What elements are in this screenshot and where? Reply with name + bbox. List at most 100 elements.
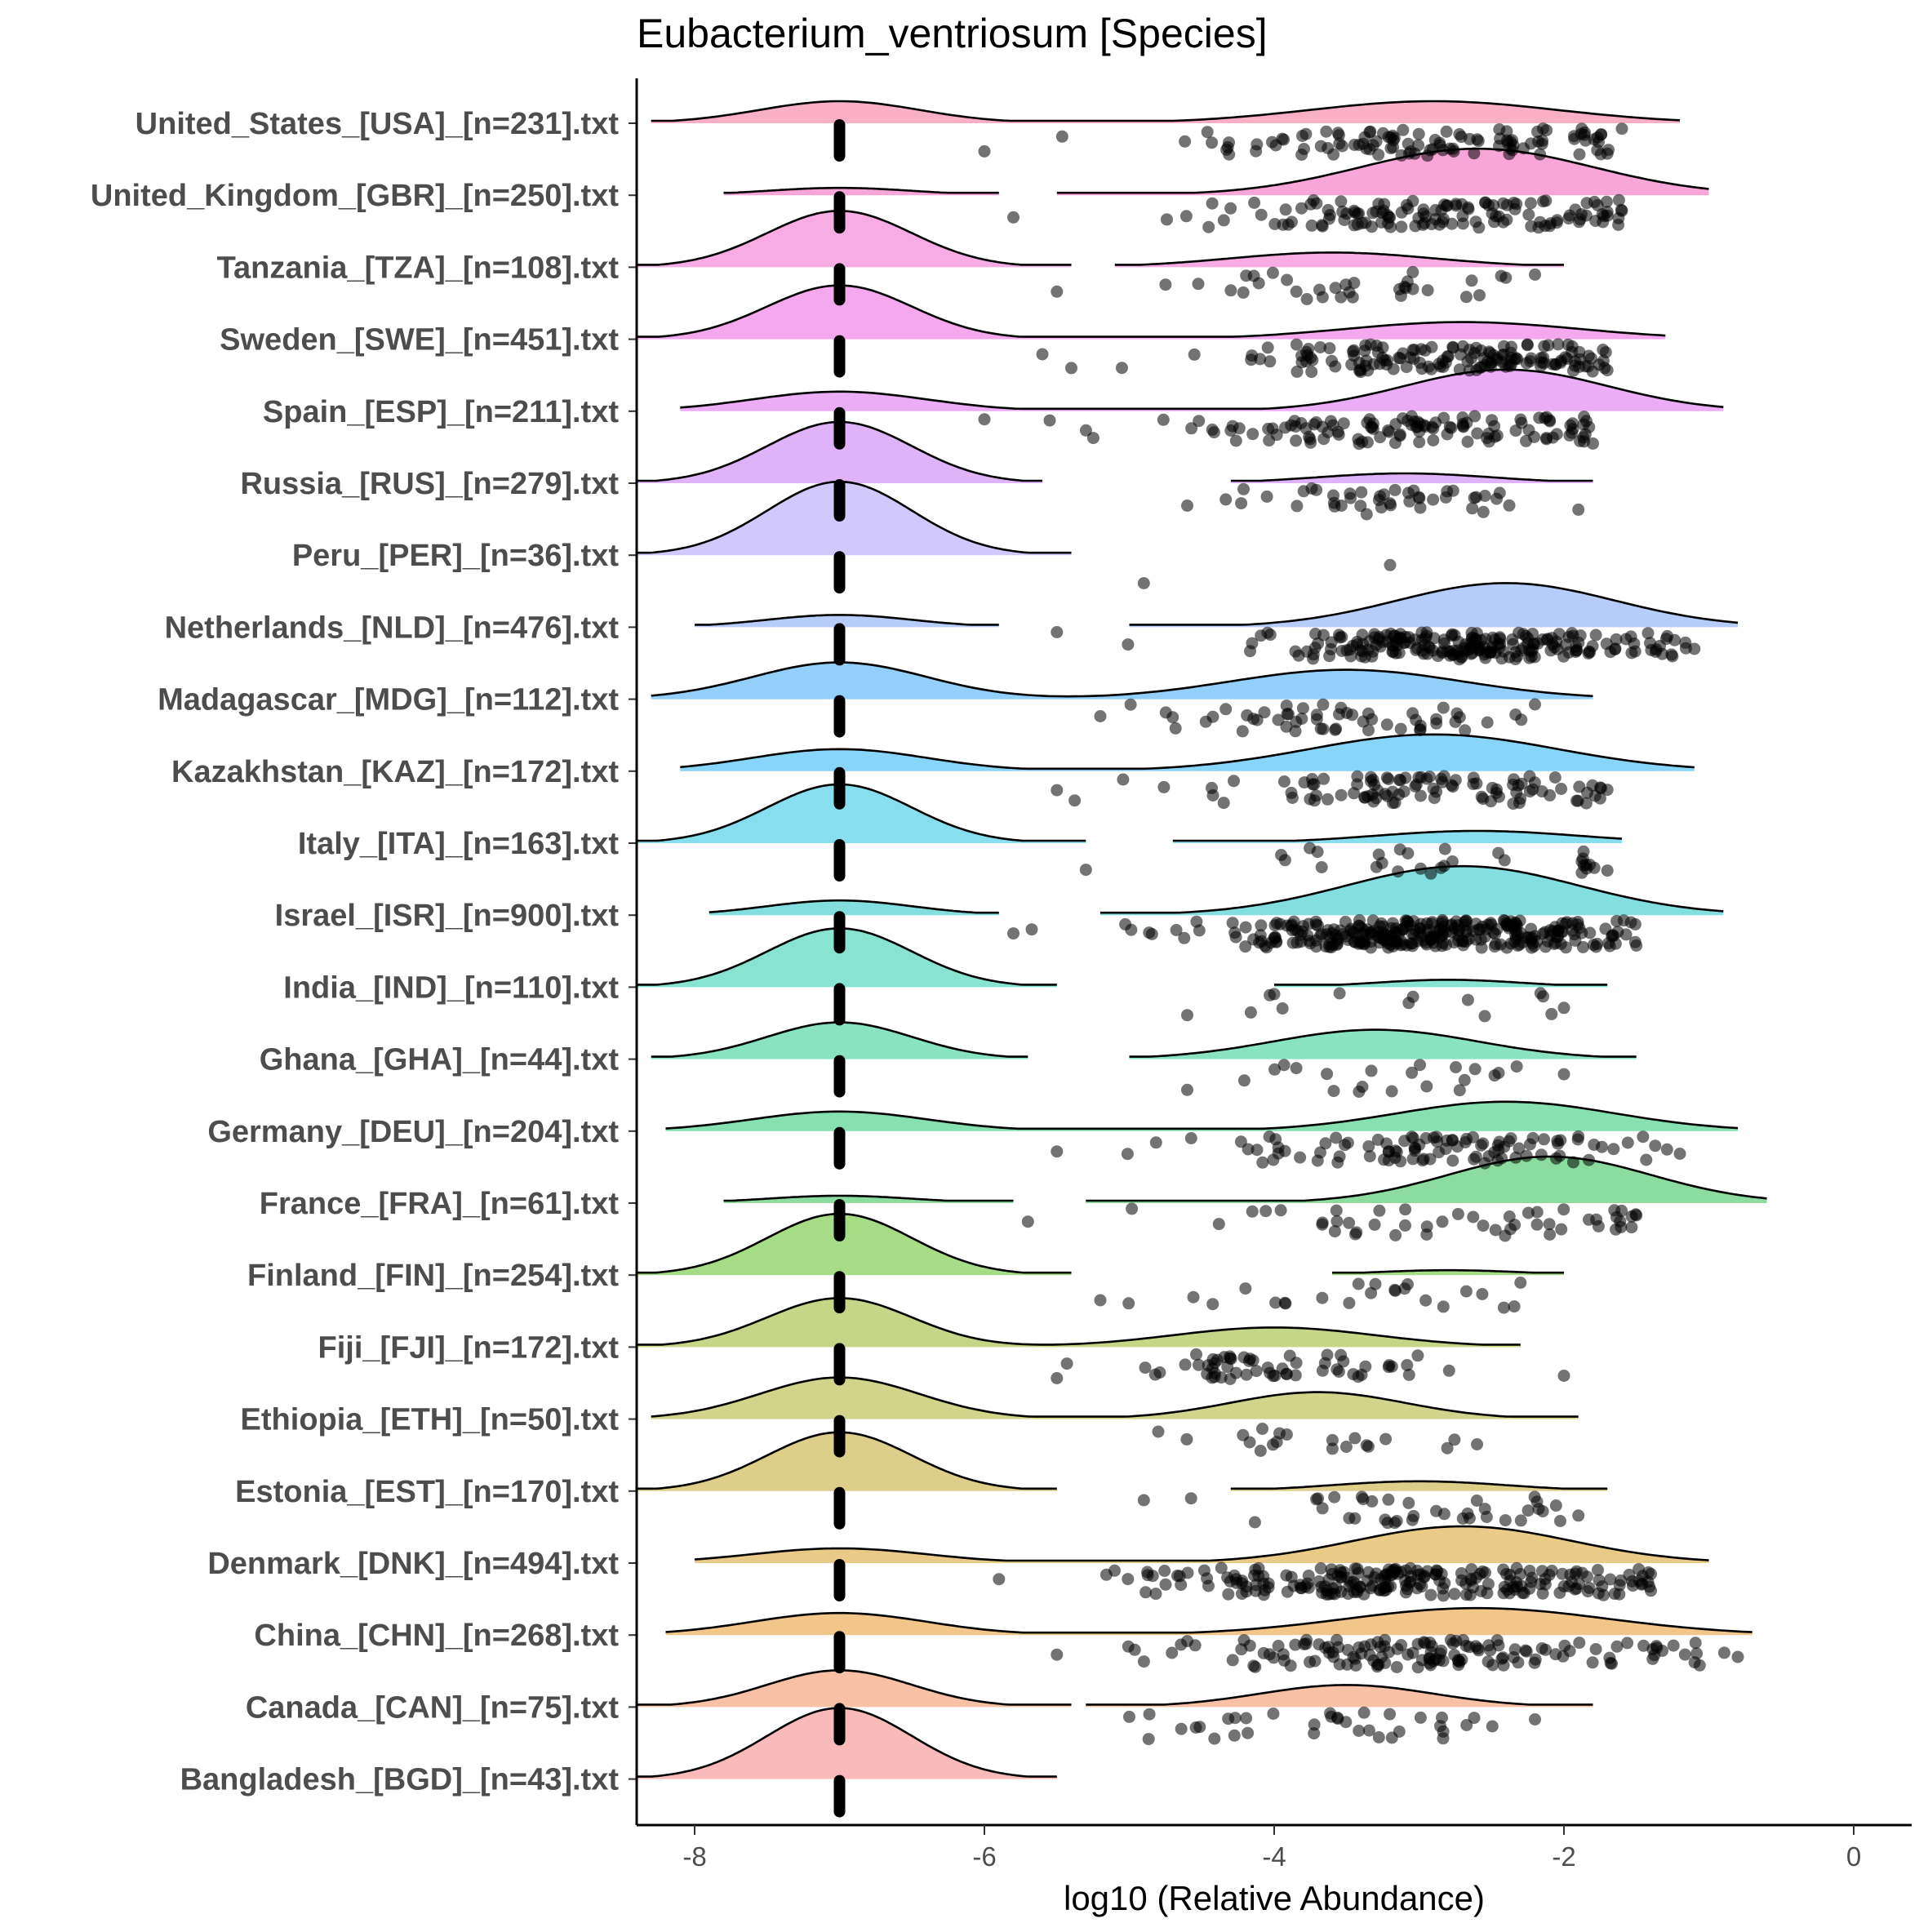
data-point [1297,920,1309,933]
data-point [1267,1708,1280,1720]
density-fill-10-1 [1172,831,1622,843]
data-point [1459,724,1472,737]
data-point [1370,340,1383,352]
data-point [1202,220,1215,233]
data-point [1349,1228,1362,1241]
data-point [1235,497,1248,510]
data-point [1258,706,1271,719]
data-point [1461,435,1474,448]
density-outline-2-1 [1114,251,1564,266]
data-point [1562,212,1575,225]
data-point [1193,415,1206,428]
data-point [1371,1133,1384,1146]
density-outline-15-1 [1086,1155,1767,1202]
data-point [1367,795,1380,808]
data-point [1335,788,1348,802]
data-point [1333,987,1346,1000]
data-point [1157,413,1170,426]
data-point [1275,849,1288,861]
data-point [1495,652,1508,665]
data-point [1352,1277,1365,1290]
data-point [1187,1290,1200,1304]
data-point [1567,364,1579,377]
data-point [1246,1205,1259,1218]
data-point [1463,344,1476,357]
y-tick-label-17: Fiji_[FJI]_[n=172].txt [318,1330,620,1365]
data-point [1573,1637,1586,1650]
data-point [1559,917,1572,930]
data-point [1339,1441,1353,1453]
data-point [1125,923,1138,936]
data-point [1517,142,1530,155]
data-point [1509,1151,1522,1164]
data-point [1295,713,1308,725]
data-point [1267,1153,1280,1166]
data-point [1229,1366,1242,1379]
data-point [1279,203,1292,216]
data-point [1371,784,1384,797]
data-point [1437,770,1450,783]
data-point [1514,1277,1527,1289]
data-point [1615,203,1628,216]
data-point [1406,1066,1419,1079]
data-point [1497,197,1510,210]
data-point [1349,1659,1362,1672]
data-point [1374,1641,1387,1654]
data-point [1522,208,1535,221]
data-point [1336,140,1348,153]
data-point [1372,494,1385,507]
density-fill-9-0 [680,734,1695,771]
data-point [1341,1136,1354,1149]
data-point [1575,926,1588,939]
data-point [1060,1357,1073,1370]
data-point [1330,937,1344,950]
data-point [1731,1650,1744,1663]
data-point [1335,291,1348,304]
data-point [1555,783,1568,795]
data-point [1566,1156,1579,1169]
data-point [1398,1282,1411,1295]
data-point [1193,1358,1205,1371]
data-point [1538,1133,1550,1146]
y-tick-label-3: Sweden_[SWE]_[n=451].txt [220,323,619,358]
data-point [1201,126,1214,139]
data-point [1406,707,1419,720]
data-point [1504,360,1517,372]
density-fill-21-0 [665,1608,1753,1636]
data-point [1122,638,1135,651]
data-point [1637,1570,1649,1583]
data-point [1596,1580,1609,1593]
data-point [1036,348,1049,361]
data-point [1310,708,1323,722]
data-point [1559,941,1572,954]
data-point [1122,1297,1135,1310]
data-point [1607,1143,1620,1156]
density-fill-17-0 [637,1298,1521,1348]
data-point [1529,698,1541,711]
data-point [1251,1144,1264,1157]
data-point [1555,1223,1568,1236]
data-point [1449,715,1462,728]
data-point [1529,1653,1542,1666]
data-point [1496,1651,1509,1664]
data-point [1448,1433,1461,1446]
data-point [1482,345,1495,358]
data-point [1224,202,1237,215]
data-point [1142,1733,1155,1746]
density-outline-10-0 [637,783,1086,842]
data-point [1399,1219,1411,1232]
data-point [1641,627,1655,640]
data-point [1485,357,1498,369]
data-point [1463,364,1476,377]
data-point [1304,351,1317,364]
data-point [1269,1296,1282,1309]
data-point [1348,349,1361,362]
data-point [1261,341,1274,354]
data-point [1308,1727,1321,1740]
data-point [1161,213,1173,226]
data-point [1317,772,1330,785]
y-tick-label-13: Ghana_[GHA]_[n=44].txt [260,1043,620,1077]
data-point [1228,926,1242,939]
data-point [1536,1505,1549,1518]
data-point [1327,489,1339,502]
